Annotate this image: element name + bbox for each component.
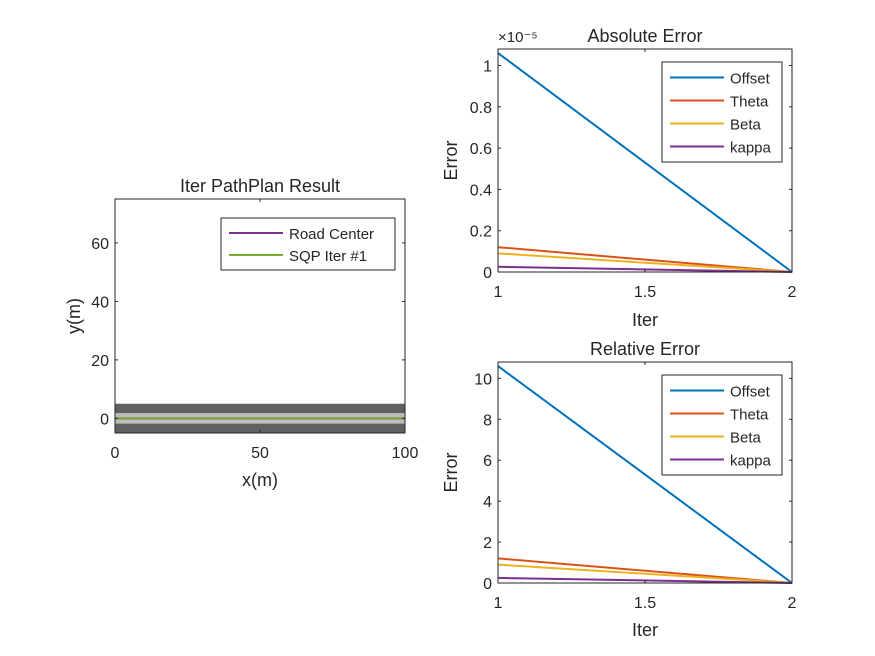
- y-tick-label: 4: [483, 494, 492, 511]
- absolute-error-plot: 1 1.5 2 0 0.2 0.4 0.6 0.8 1 Absolute Error ×10⁻⁵ It…: [441, 26, 797, 330]
- series-line-offset: [497, 52, 793, 273]
- legend-label: Offset: [730, 384, 771, 401]
- legend-label: kappa: [730, 453, 772, 470]
- y-tick-label: 0: [100, 411, 109, 428]
- path-plan-plot: 0 50 100 0 20 40 60 Iter PathPlan Result x(m) y(m…: [64, 176, 418, 490]
- legend-label: kappa: [730, 140, 772, 157]
- series-line-beta: [497, 252, 793, 273]
- x-tick-label: 1: [494, 284, 503, 301]
- y-axis-label: Error: [441, 452, 461, 492]
- y-tick-label: 60: [91, 236, 109, 253]
- y-tick-label: 6: [483, 453, 492, 470]
- y-tick-label: 0.6: [470, 141, 492, 158]
- y-tick-label: 0.8: [470, 100, 492, 117]
- series-line-offset: [497, 365, 793, 584]
- x-tick-label: 1.5: [634, 284, 656, 301]
- series-line-beta: [497, 563, 793, 584]
- y-tick-label: 0.2: [470, 224, 492, 241]
- legend-label: Offset: [730, 71, 771, 88]
- chart-title: Relative Error: [590, 339, 700, 359]
- x-axis-label: Iter: [632, 310, 658, 330]
- legend-label: Theta: [730, 407, 769, 424]
- legend-label: Beta: [730, 430, 762, 447]
- chart-title: Iter PathPlan Result: [180, 176, 340, 196]
- x-tick-label: 1: [494, 595, 503, 612]
- y-axis-label: y(m): [64, 298, 84, 334]
- x-tick-label: 100: [392, 445, 419, 462]
- legend-label: SQP Iter #1: [289, 248, 367, 265]
- x-tick-label: 2: [788, 284, 797, 301]
- x-tick-label: 1.5: [634, 595, 656, 612]
- y-tick-label: 0.4: [470, 182, 492, 199]
- y-tick-label: 40: [91, 294, 109, 311]
- y-tick-label: 10: [474, 371, 492, 388]
- x-axis-label: Iter: [632, 620, 658, 640]
- series-line-theta: [497, 557, 793, 584]
- y-tick-label: 2: [483, 535, 492, 552]
- legend-label: Beta: [730, 117, 762, 134]
- x-axis-label: x(m): [242, 470, 278, 490]
- y-tick-label: 0: [483, 265, 492, 282]
- legend-box: [661, 374, 783, 476]
- y-tick-label: 8: [483, 412, 492, 429]
- y-tick-label: 1: [483, 59, 492, 76]
- x-tick-label: 0: [111, 445, 120, 462]
- x-tick-label: 50: [251, 445, 269, 462]
- y-tick-label: 0: [483, 576, 492, 593]
- y-axis-label: Error: [441, 140, 461, 180]
- x-tick-label: 2: [788, 595, 797, 612]
- legend-label: Theta: [730, 94, 769, 111]
- series-line-theta: [497, 246, 793, 273]
- relative-error-plot: 1 1.5 2 0 2 4 6 8 10 Relative Error Iter Error Offse…: [441, 339, 797, 640]
- legend-box: [661, 61, 783, 163]
- y-tick-label: 20: [91, 353, 109, 370]
- y-exponent-label: ×10⁻⁵: [498, 29, 538, 46]
- legend-box: [220, 217, 396, 271]
- chart-title: Absolute Error: [587, 26, 702, 46]
- legend-label: Road Center: [289, 226, 374, 243]
